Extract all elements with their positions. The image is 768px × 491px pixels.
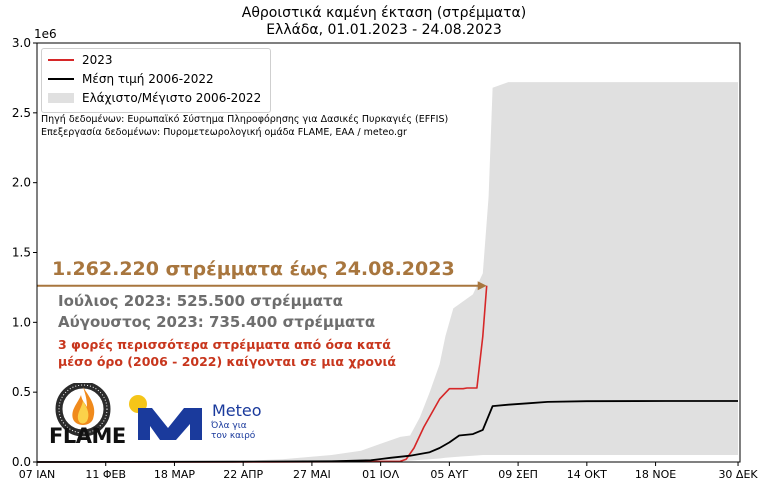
data-source-text: Πηγή δεδομένων: Ευρωπαϊκό Σύστημα Πληροφ… — [41, 114, 449, 125]
legend-item-2023: 2023 — [48, 52, 113, 68]
y-tick-label: 0.5 — [12, 385, 31, 399]
legend-item-mean: Μέση τιμή 2006-2022 — [48, 71, 214, 87]
july-annotation: Ιούλιος 2023: 525.500 στρέμματα — [58, 292, 343, 310]
flame-logo — [55, 383, 111, 437]
legend-swatch-2023 — [48, 59, 74, 61]
x-tick-label: 05 ΑΥΓ — [430, 468, 469, 481]
august-annotation: Αύγουστος 2023: 735.400 στρέμματα — [58, 313, 376, 331]
y-axis-scale-label: 1e6 — [34, 27, 57, 41]
legend-item-range: Ελάχιστο/Μέγιστο 2006-2022 — [48, 90, 261, 106]
x-tick-label: 14 ΟΚΤ — [567, 468, 607, 481]
annotation-arrow-head — [477, 281, 487, 291]
x-tick-label: 22 ΑΠΡ — [223, 468, 263, 481]
total-burned-annotation: 1.262.220 στρέμματα έως 24.08.2023 — [52, 258, 455, 280]
y-tick-label: 2.5 — [12, 106, 31, 120]
meteo-logo-text: Meteo — [212, 401, 262, 420]
x-tick-label: 11 ΦΕΒ — [85, 468, 126, 481]
x-tick-label: 18 ΝΟΕ — [635, 468, 676, 481]
y-tick-label: 1.0 — [12, 315, 31, 329]
min-max-band — [37, 82, 738, 462]
chart-title: Αθροιστικά καμένη έκταση (στρέμματα) — [241, 5, 527, 21]
y-tick-label: 1.5 — [12, 246, 31, 260]
flame-logo-text: FLAME — [49, 424, 126, 448]
legend-label-2023: 2023 — [82, 53, 113, 67]
legend-label-range: Ελάχιστο/Μέγιστο 2006-2022 — [82, 91, 262, 105]
meteo-tagline-line2: τον καιρό — [211, 431, 256, 441]
comparison-annotation-line1: 3 φορές περισσότερα στρέμματα από όσα κα… — [58, 337, 391, 352]
y-tick-label: 0.0 — [12, 455, 31, 469]
meteo-tagline: Όλα για τον καιρό — [211, 421, 255, 441]
x-tick-label: 07 ΙΑΝ — [19, 468, 56, 481]
y-tick-label: 2.0 — [12, 176, 31, 190]
legend-swatch-range — [48, 93, 74, 103]
x-tick-label: 27 ΜΑΙ — [293, 468, 331, 481]
x-tick-label: 30 ΔΕΚ — [718, 468, 758, 481]
legend-swatch-mean — [48, 78, 74, 80]
y-tick-label: 3.0 — [12, 36, 31, 50]
comparison-annotation-line2: μέσο όρο (2006 - 2022) καίγονται σε μια … — [58, 354, 396, 369]
chart-legend: 2023 Μέση τιμή 2006-2022 Ελάχιστο/Μέγιστ… — [41, 48, 271, 113]
x-tick-label: 01 ΙΟΛ — [362, 468, 399, 481]
meteo-logo — [129, 395, 202, 440]
legend-label-mean: Μέση τιμή 2006-2022 — [82, 72, 214, 86]
data-processing-text: Επεξεργασία δεδομένων: Πυρομετεωρολογική… — [41, 127, 407, 138]
meteo-tagline-line1: Όλα για — [211, 421, 247, 431]
series-line-mean — [36, 400, 738, 463]
x-tick-label: 18 ΜΑΡ — [154, 468, 196, 481]
x-tick-label: 09 ΣΕΠ — [498, 468, 538, 481]
chart-subtitle: Ελλάδα, 01.01.2023 - 24.08.2023 — [266, 22, 502, 38]
